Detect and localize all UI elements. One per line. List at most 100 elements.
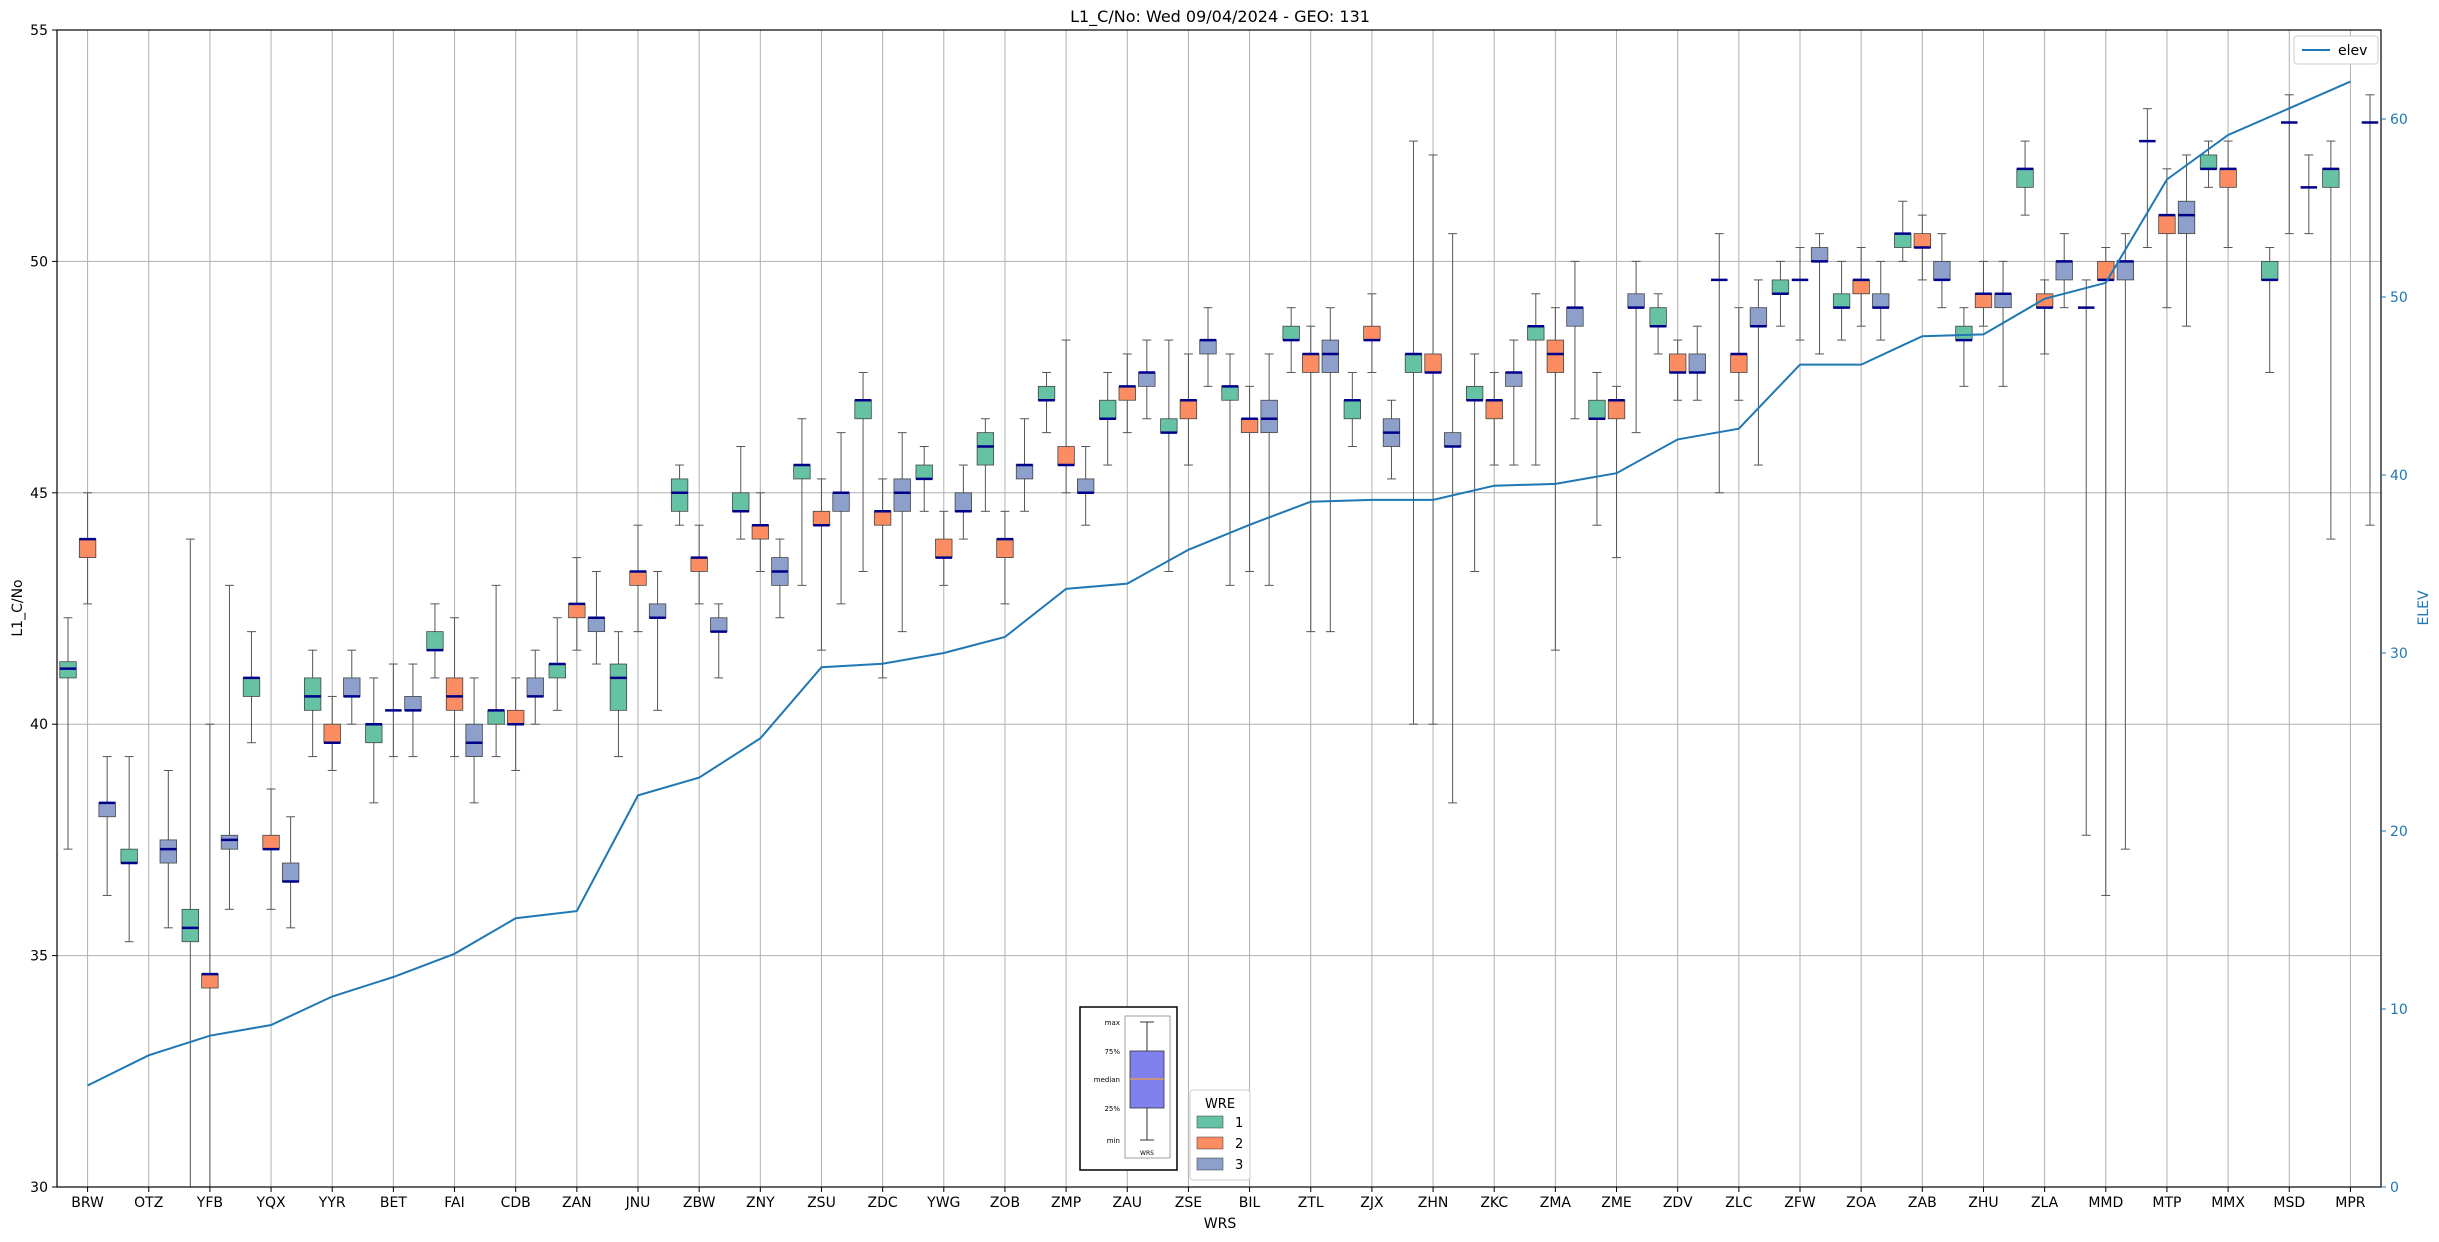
box-body — [445, 677, 464, 711]
box-zhn-wre1 — [1404, 140, 1423, 725]
box-mtp-wre1 — [2139, 108, 2156, 249]
x-tick-label: ZTL — [1298, 1195, 1324, 1211]
box-body — [2016, 168, 2034, 188]
y-tick-label: 40 — [30, 717, 48, 733]
wre-legend-swatch-1 — [1196, 1115, 1224, 1129]
y2-tick-label: 50 — [2390, 290, 2408, 306]
box-body — [1771, 279, 1790, 295]
box-zoa-wre2 — [1852, 247, 1870, 327]
box-otz-wre3 — [159, 769, 177, 929]
x-tick-label: FAI — [444, 1195, 464, 1211]
key-inset-plot-frame — [1124, 1015, 1171, 1159]
box-yfb-wre1 — [181, 538, 199, 1188]
box-zjx-wre3 — [1382, 399, 1401, 480]
box-body — [201, 973, 219, 989]
box-otz-wre1 — [120, 756, 138, 943]
box-zob-wre3 — [1015, 418, 1034, 512]
box-mmd-wre3 — [2116, 233, 2135, 850]
x-tick-label: ZNY — [746, 1195, 775, 1211]
box-body — [812, 510, 831, 526]
box-zse-wre1 — [1160, 339, 1178, 572]
box-body — [2261, 260, 2279, 281]
box-body — [1443, 432, 1462, 447]
box-body — [1933, 260, 1951, 281]
box-zdc-wre2 — [873, 478, 892, 679]
x-tick-label: MPR — [2335, 1195, 2366, 1211]
box-bet-wre1 — [365, 677, 383, 804]
box-bil-wre2 — [1240, 385, 1259, 572]
box-body — [1588, 399, 1606, 420]
x-tick-label: MMX — [2211, 1195, 2245, 1211]
box-body — [98, 802, 116, 818]
box-zmp-wre3 — [1077, 446, 1095, 526]
x-tick-label: YQX — [255, 1195, 286, 1211]
box-body — [2116, 260, 2135, 281]
box-yqx-wre2 — [262, 788, 280, 910]
box-body — [365, 723, 383, 744]
boxplot-key-inset: max 75% median 25% min WRS — [1079, 1006, 1178, 1171]
wre-legend-frame — [1189, 1089, 1251, 1181]
box-zdv-wre3 — [1688, 325, 1706, 401]
box-zau-wre1 — [1099, 371, 1117, 466]
box-cdb-wre1 — [487, 584, 505, 758]
y2-tick-label: 40 — [2390, 468, 2408, 484]
x-tick-label: ZOB — [990, 1195, 1020, 1211]
box-body — [120, 848, 138, 864]
box-body — [1894, 233, 1912, 248]
box-bet-wre3 — [404, 663, 422, 758]
box-ywg-wre2 — [935, 510, 953, 586]
box-body — [629, 571, 647, 586]
box-zan-wre2 — [568, 557, 586, 651]
y-tick-label: 55 — [30, 23, 48, 39]
box-body — [526, 677, 544, 697]
box-body — [404, 696, 422, 711]
box-body — [1302, 353, 1320, 373]
box-zdv-wre1 — [1649, 293, 1667, 355]
box-body — [1260, 399, 1278, 434]
box-jnu-wre2 — [629, 524, 647, 633]
box-zkc-wre2 — [1485, 371, 1503, 466]
box-body — [242, 677, 261, 697]
box-body — [2158, 214, 2176, 235]
box-body — [976, 432, 995, 466]
x-tick-label: ZME — [1601, 1195, 1632, 1211]
x-tick-label: BET — [380, 1195, 407, 1211]
x-tick-label: YWG — [926, 1195, 960, 1211]
box-body — [2055, 260, 2073, 281]
box-body — [1730, 353, 1748, 373]
box-body — [1240, 418, 1259, 434]
box-body — [1015, 464, 1034, 480]
elev-line-layer — [87, 80, 2351, 1087]
box-zdc-wre1 — [854, 371, 872, 572]
box-zhn-wre3 — [1443, 233, 1462, 804]
box-zny-wre1 — [732, 446, 750, 540]
box-body — [1810, 247, 1829, 262]
x-tick-label: ZLA — [2031, 1195, 2059, 1211]
box-body — [426, 631, 444, 651]
box-body — [548, 663, 566, 679]
box-zfw-wre2 — [1791, 247, 1809, 341]
box-body — [1199, 339, 1217, 355]
x-tick-label: ZFW — [1784, 1195, 1816, 1211]
box-body — [1118, 385, 1136, 401]
box-body — [996, 538, 1014, 558]
y-axis-label: L1_C/No — [10, 579, 26, 636]
box-jnu-wre3 — [648, 570, 667, 711]
box-zab-wre2 — [1913, 214, 1931, 281]
box-zob-wre2 — [996, 510, 1014, 605]
box-body — [1160, 418, 1178, 434]
box-ywg-wre3 — [954, 464, 973, 540]
wre-legend-swatch-3 — [1196, 1157, 1224, 1171]
box-body — [323, 723, 341, 744]
y-tick-label: 50 — [30, 254, 48, 270]
key-label-max: max — [1105, 1019, 1120, 1027]
box-body — [1852, 279, 1870, 295]
box-body — [1627, 293, 1645, 309]
box-body — [1363, 325, 1381, 341]
box-body — [832, 492, 850, 512]
box-body — [793, 464, 811, 480]
box-body — [609, 663, 628, 711]
box-zlc-wre2 — [1730, 307, 1748, 401]
box-zla-wre2 — [2035, 279, 2054, 355]
